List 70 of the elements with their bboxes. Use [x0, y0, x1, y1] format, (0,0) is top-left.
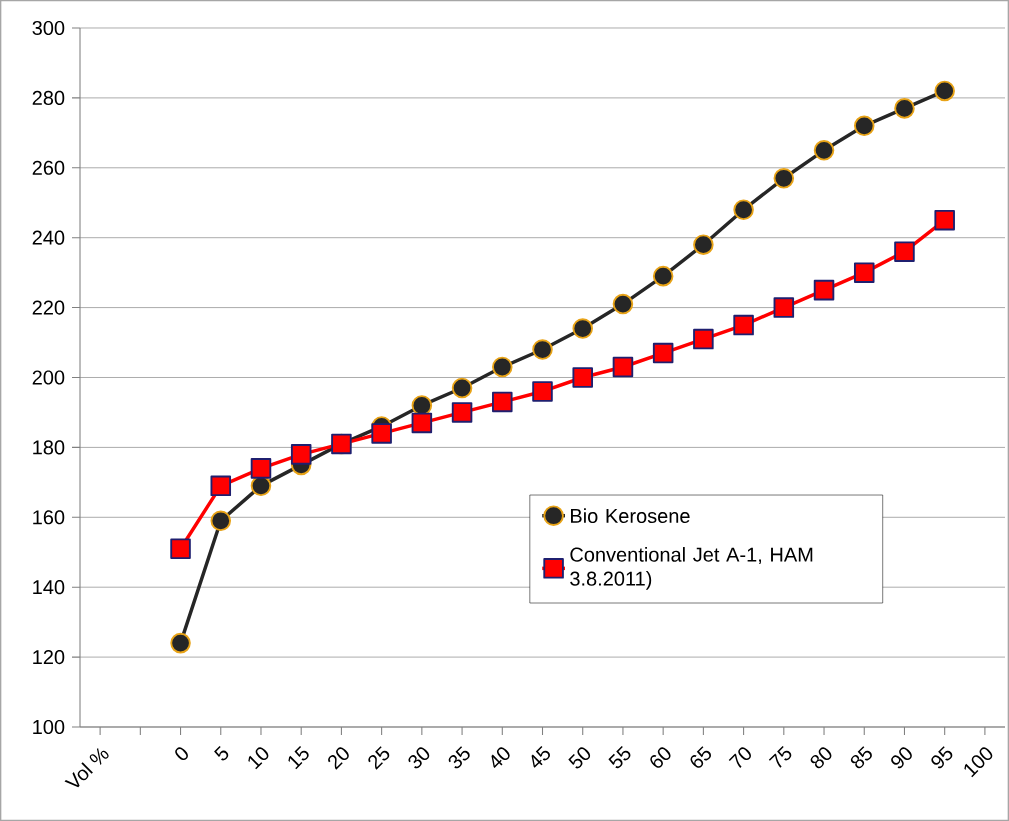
point — [733, 314, 754, 336]
x-tick-label: 80 — [810, 747, 832, 769]
y-tick-label: 240 — [32, 230, 65, 245]
point — [572, 318, 593, 339]
point — [532, 381, 553, 402]
point — [170, 632, 191, 654]
point — [612, 293, 634, 315]
x-tick-label: 75 — [768, 745, 792, 768]
x-tick-label: 50 — [568, 747, 591, 769]
y-tick-label: 220 — [32, 300, 65, 315]
point — [290, 444, 312, 465]
point — [853, 262, 875, 283]
y-tick-label: 100 — [33, 719, 65, 735]
point — [894, 98, 915, 119]
x-tick-label: 10 — [248, 747, 269, 770]
y-tick-label: 280 — [32, 90, 65, 105]
point — [250, 458, 272, 479]
point — [572, 367, 593, 388]
point — [773, 297, 795, 318]
y-tick-label: 260 — [32, 160, 65, 175]
point — [652, 342, 674, 364]
point — [853, 115, 875, 137]
y-tick-label: 120 — [33, 650, 65, 665]
point — [813, 279, 835, 301]
x-tick-label: 20 — [328, 747, 349, 770]
x-tick-label: 85 — [850, 746, 872, 769]
x-tick-label: 40 — [491, 747, 510, 768]
x-tick-label: 25 — [368, 746, 390, 770]
x-tick-label: 100 — [964, 747, 993, 778]
x-tick-label: 35 — [448, 746, 470, 769]
point — [652, 265, 674, 287]
point — [733, 199, 754, 221]
point — [451, 402, 473, 423]
point — [773, 168, 795, 189]
point — [451, 377, 473, 399]
point — [813, 140, 835, 161]
point — [492, 391, 513, 413]
y-tick-label: 200 — [32, 370, 65, 385]
point — [532, 339, 553, 360]
point — [210, 510, 232, 532]
legend-label: Bio Kerosene — [571, 508, 690, 524]
y-tick-label: 140 — [33, 580, 65, 595]
x-tick-label: 70 — [728, 747, 751, 768]
point — [371, 423, 392, 444]
x-tick-label: 65 — [690, 746, 711, 768]
x-tick-label: 30 — [408, 747, 430, 769]
point — [411, 412, 433, 434]
x-tick-label: 0 — [175, 747, 188, 761]
point — [612, 356, 634, 378]
x-tick-label: 95 — [931, 746, 953, 769]
y-tick-label: 300 — [32, 20, 65, 36]
point — [170, 538, 191, 560]
y-tick-label: 180 — [33, 440, 65, 455]
x-tick-label: Vol % — [64, 747, 109, 788]
x-tick-label: 55 — [608, 745, 631, 769]
point — [210, 475, 232, 497]
point — [411, 395, 433, 416]
legend-label: Conventional Jet A-1, HAM 3.8.2011) — [570, 547, 813, 590]
x-tick-label: 45 — [531, 745, 550, 768]
y-tick-label: 160 — [33, 510, 65, 525]
point — [934, 209, 955, 231]
x-tick-label: 15 — [288, 745, 309, 770]
x-tick-label: 60 — [650, 747, 671, 768]
x-tick-label: 90 — [891, 747, 912, 769]
point — [934, 80, 955, 102]
point — [693, 234, 714, 255]
x-tick-label: 5 — [214, 745, 229, 761]
point — [492, 356, 513, 378]
point — [693, 328, 714, 350]
point — [894, 241, 915, 262]
